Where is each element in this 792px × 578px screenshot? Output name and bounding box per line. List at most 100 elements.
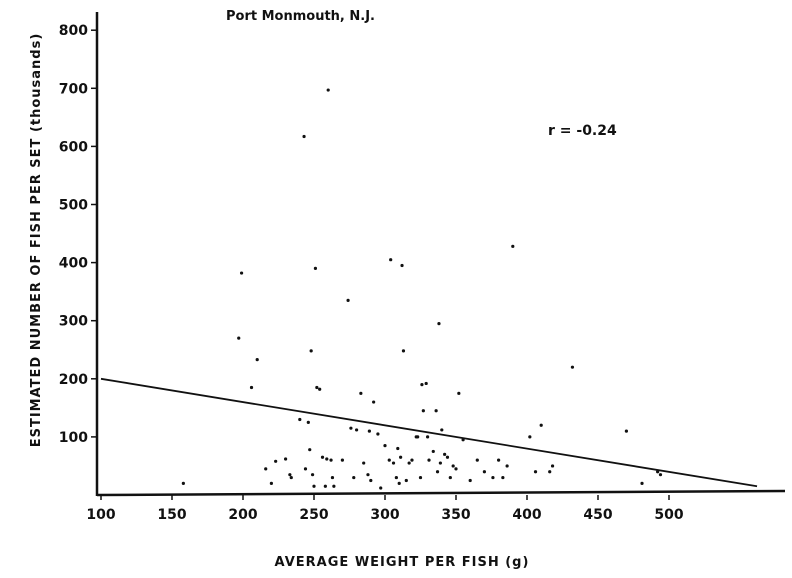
data-point [427,458,431,462]
data-point [289,475,293,480]
data-point [533,470,538,474]
data-point [264,467,268,471]
data-point [482,470,486,474]
data-point [410,458,414,462]
data-point [239,271,244,275]
data-point [448,475,452,480]
y-tick-label: 400 [59,256,88,272]
data-points [181,88,663,490]
data-point [461,438,465,442]
data-point [269,481,273,485]
data-point [426,435,430,439]
data-point [407,461,411,465]
data-point [383,444,387,448]
x-axis-title: AVERAGE WEIGHT PER FISH (g) [275,555,530,570]
data-point [312,484,316,488]
data-point [443,452,447,456]
data-point [434,409,438,413]
data-point [362,461,366,465]
chart-title: Port Monmouth, N.J. [226,9,375,24]
data-point [372,400,376,404]
data-point [329,458,333,462]
x-axis-line [96,489,786,497]
y-tick-label: 700 [59,81,88,97]
data-point [349,426,353,430]
data-point [656,470,660,474]
data-point [367,429,371,433]
data-point [359,391,363,395]
y-tick-label: 500 [59,198,88,214]
data-point [325,457,329,461]
data-point [323,484,327,488]
data-point [389,258,393,262]
data-point [318,387,322,391]
data-point [468,478,472,483]
data-point [424,381,428,386]
data-point [431,449,435,454]
data-point [320,455,325,459]
x-tick-label: 200 [228,507,257,523]
x-tick-label: 400 [512,507,541,523]
data-point [310,473,315,477]
data-point [255,358,259,362]
data-point [548,470,552,474]
data-point [528,435,532,439]
data-point [309,349,313,353]
data-point [366,473,370,477]
data-point [501,475,505,480]
data-point [420,383,424,387]
regression-line [100,377,758,488]
data-point [658,473,663,477]
data-point [438,461,442,465]
data-point [396,446,400,451]
data-point [303,467,308,471]
data-point [624,429,629,433]
x-tick-label: 300 [370,507,399,523]
data-point [401,349,406,353]
data-point [550,464,555,468]
data-point [237,336,241,340]
data-point [404,478,408,483]
data-point [454,467,458,471]
data-point [387,458,391,462]
x-tick-label: 500 [654,507,683,523]
x-tick-label: 150 [157,507,186,523]
data-point [570,365,575,369]
plot-area: 100 200 300 400 500 600 700 800 100 150 200 250 300… [59,12,786,523]
data-point [315,385,319,390]
y-tick-label: 200 [59,372,88,388]
data-point [313,266,318,271]
data-point [394,475,398,480]
y-tick-label: 300 [59,314,88,330]
data-point [298,417,302,422]
x-tick-label: 350 [441,507,470,523]
data-point [539,423,543,427]
data-point [355,428,359,432]
data-point [505,464,509,468]
data-point [640,481,644,485]
x-tick-label: 250 [299,507,328,523]
data-point [440,428,444,432]
data-point [346,298,350,302]
data-point [379,486,383,490]
y-tick-label: 600 [59,139,88,155]
data-point [497,458,501,462]
data-point [376,432,380,436]
data-point [397,481,401,485]
data-point [274,459,278,463]
data-point [284,457,288,461]
data-point [340,458,344,462]
data-point [399,455,403,459]
data-point [308,448,312,452]
data-point [391,461,396,465]
data-point [400,263,404,268]
data-point [369,478,373,483]
data-point [491,475,495,480]
data-point [457,391,461,395]
data-point [418,475,423,480]
data-point [326,88,330,92]
data-point [421,409,425,413]
data-point [451,464,455,468]
data-point [288,473,292,477]
